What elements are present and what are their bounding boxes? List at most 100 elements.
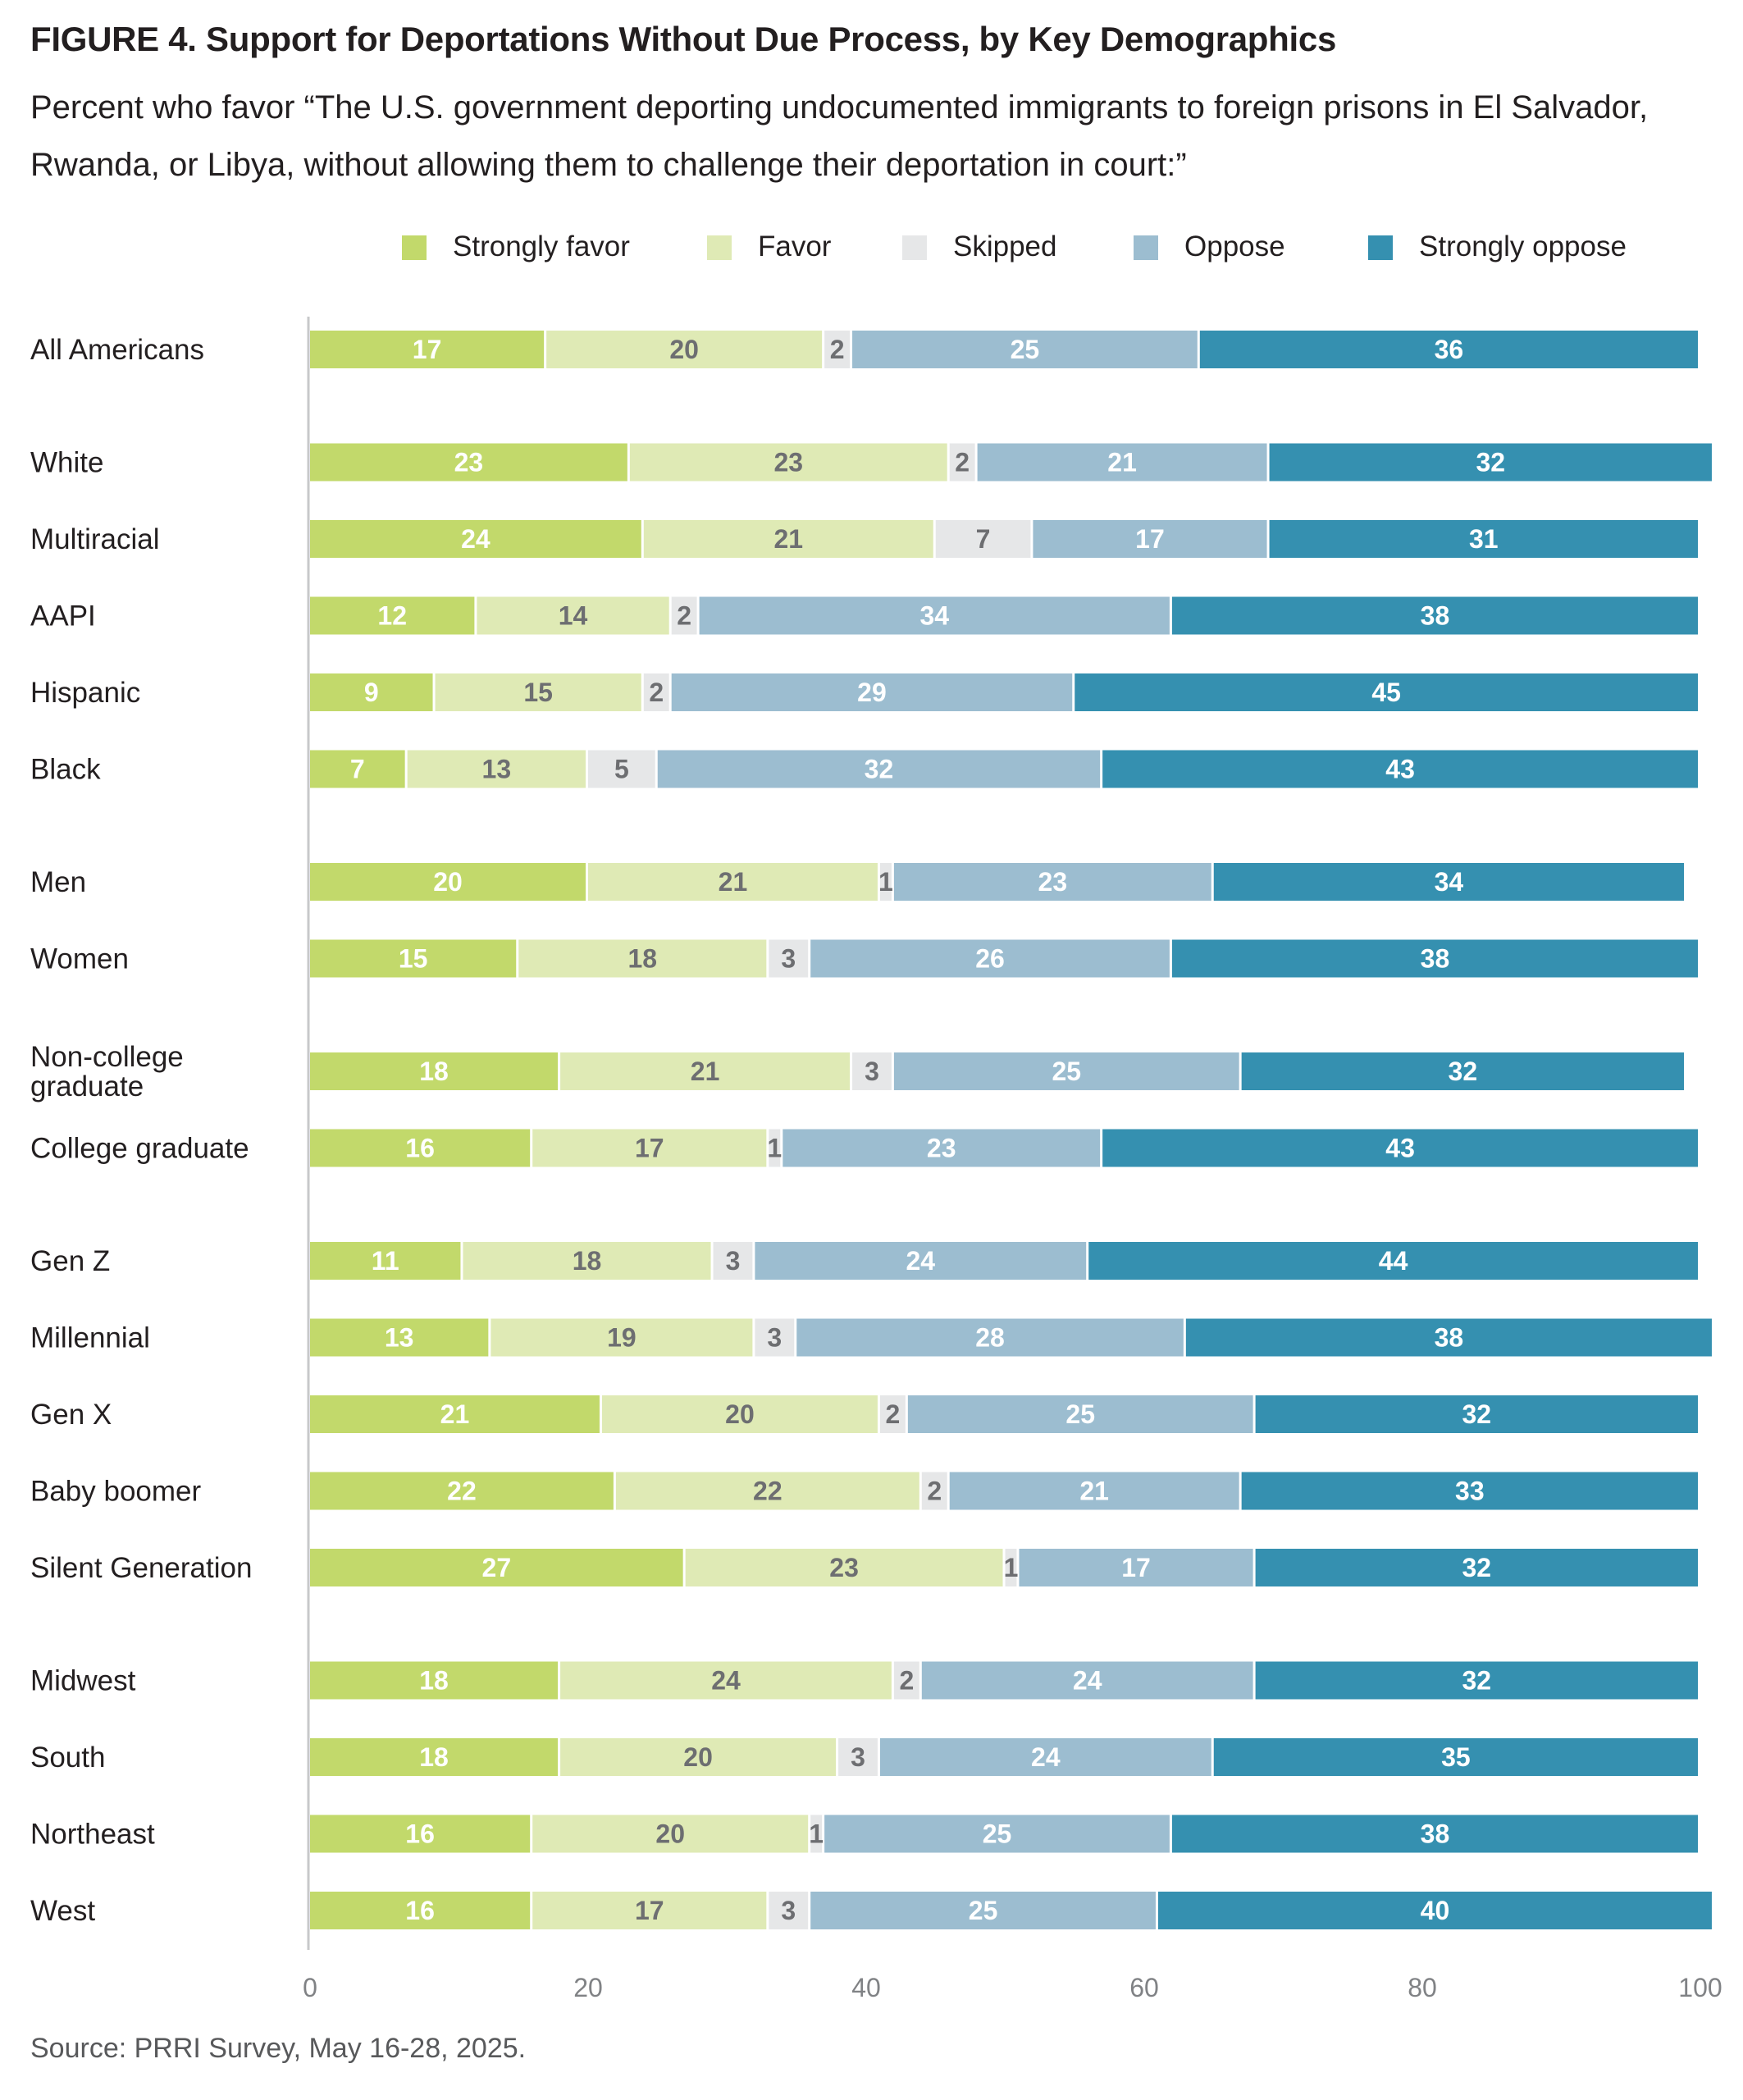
data-label-gen-z-strongly-oppose: 44 [1379,1246,1408,1276]
data-label-northeast-skipped: 1 [809,1819,824,1849]
bar-multiracial-skipped [935,520,1031,558]
bar-gen-z-oppose [755,1242,1087,1280]
data-label-northeast-favor: 20 [655,1819,685,1849]
bar-white-skipped [949,443,975,482]
data-label-college-graduate-skipped: 1 [767,1134,782,1163]
bar-men-favor [588,863,878,901]
bar-gen-z-skipped [713,1242,753,1280]
bar-millennial-strongly-favor [310,1318,489,1357]
bar-south-skipped [838,1738,878,1776]
bar-gen-z-strongly-oppose [1088,1242,1698,1280]
data-label-silent-generation-strongly-oppose: 32 [1462,1553,1492,1582]
data-label-millennial-strongly-favor: 13 [385,1323,414,1353]
bar-aapi-strongly-favor [310,596,475,635]
data-label-hispanic-oppose: 29 [857,678,887,707]
data-label-white-strongly-oppose: 32 [1476,448,1505,477]
bar-multiracial-strongly-favor [310,520,641,558]
bar-non-college-graduate-skipped [852,1052,892,1090]
bar-multiracial-favor [643,520,933,558]
bar-baby-boomer-favor [615,1472,919,1510]
category-label-silent-generation: Silent Generation [30,1552,252,1584]
category-label-millennial: Millennial [30,1322,150,1354]
data-label-hispanic-skipped: 2 [649,678,664,707]
bar-black-favor [407,750,586,788]
bar-midwest-oppose [921,1661,1253,1700]
data-label-hispanic-strongly-favor: 9 [364,678,379,707]
bar-aapi-oppose [699,596,1170,635]
bar-millennial-oppose [796,1318,1184,1357]
bar-college-graduate-oppose [783,1129,1101,1167]
bar-gen-z-favor [463,1242,711,1280]
bar-women-skipped [769,939,809,978]
data-label-multiracial-strongly-favor: 24 [461,524,491,554]
bar-college-graduate-skipped [769,1129,781,1167]
data-label-non-college-graduate-favor: 21 [691,1057,720,1086]
data-label-white-oppose: 21 [1107,448,1137,477]
bar-baby-boomer-strongly-oppose [1241,1472,1698,1510]
bar-midwest-favor [560,1661,892,1700]
bar-millennial-skipped [755,1318,795,1357]
bar-south-strongly-favor [310,1738,559,1776]
bar-non-college-graduate-strongly-favor [310,1052,559,1090]
bar-multiracial-strongly-oppose [1269,520,1698,558]
data-label-black-favor: 13 [482,755,512,784]
chart-subtitle: Percent who favor “The U.S. government d… [30,89,1649,183]
bar-hispanic-skipped [643,673,669,711]
data-label-men-favor: 21 [719,867,748,897]
data-label-baby-boomer-favor: 22 [753,1477,783,1506]
category-label-black: Black [30,754,101,786]
bar-south-strongly-oppose [1213,1738,1698,1776]
legend-swatch-strongly-oppose [1368,235,1393,260]
data-label-men-oppose: 23 [1038,867,1068,897]
data-label-non-college-graduate-oppose: 25 [1052,1057,1081,1086]
bar-hispanic-strongly-oppose [1075,673,1698,711]
category-label-aapi: AAPI [30,600,96,632]
bar-west-favor [532,1892,767,1929]
data-label-west-skipped: 3 [781,1896,796,1925]
bar-white-strongly-oppose [1269,443,1712,482]
x-axis-ticks: 0 20 40 60 80 100 [303,1973,1722,2002]
category-label-non-college-graduate: Non-college graduate [30,1041,184,1102]
data-label-gen-x-skipped: 2 [886,1399,901,1429]
bar-midwest-strongly-oppose [1255,1661,1698,1700]
data-label-millennial-strongly-oppose: 38 [1435,1323,1464,1353]
bar-black-strongly-oppose [1102,750,1698,788]
data-label-silent-generation-oppose: 17 [1121,1553,1151,1582]
bar-all-americans-favor [546,331,823,368]
bar-women-favor [518,939,767,978]
data-label-gen-x-oppose: 25 [1065,1399,1095,1429]
data-label-gen-z-favor: 18 [573,1246,602,1276]
bar-all-americans-strongly-favor [310,331,545,368]
bar-college-graduate-strongly-oppose [1102,1129,1698,1167]
legend-label-favor: Favor [758,231,832,262]
bar-multiracial-oppose [1033,520,1267,558]
data-label-women-strongly-oppose: 38 [1421,944,1450,974]
data-label-aapi-strongly-favor: 12 [377,601,407,631]
bar-black-strongly-favor [310,750,405,788]
data-label-non-college-graduate-skipped: 3 [865,1057,879,1086]
legend-label-oppose: Oppose [1184,231,1285,262]
bar-midwest-strongly-favor [310,1661,559,1700]
bar-black-oppose [657,750,1101,788]
bar-gen-x-strongly-oppose [1255,1395,1698,1433]
x-tick-label-40: 40 [851,1973,881,2002]
legend-swatch-skipped [902,235,927,260]
data-label-women-favor: 18 [628,944,658,974]
data-label-hispanic-favor: 15 [523,678,553,707]
data-label-aapi-oppose: 34 [919,601,949,631]
category-label-south: South [30,1742,105,1774]
data-label-white-strongly-favor: 23 [454,448,484,477]
category-label-midwest: Midwest [30,1665,136,1697]
bar-black-skipped [588,750,655,788]
data-label-all-americans-skipped: 2 [830,335,845,364]
category-label-all-americans: All Americans [30,334,204,366]
data-label-south-strongly-oppose: 35 [1441,1742,1471,1772]
category-labels: All Americans White Multiracial AAPI Hispani… [30,334,252,1927]
data-label-silent-generation-skipped: 1 [1004,1553,1019,1582]
bar-south-favor [560,1738,837,1776]
legend: Strongly favor Favor Skipped Oppose Strongly… [402,231,1627,262]
bar-gen-x-strongly-favor [310,1395,600,1433]
data-label-men-skipped: 1 [878,867,893,897]
data-label-non-college-graduate-strongly-oppose: 32 [1449,1057,1478,1086]
